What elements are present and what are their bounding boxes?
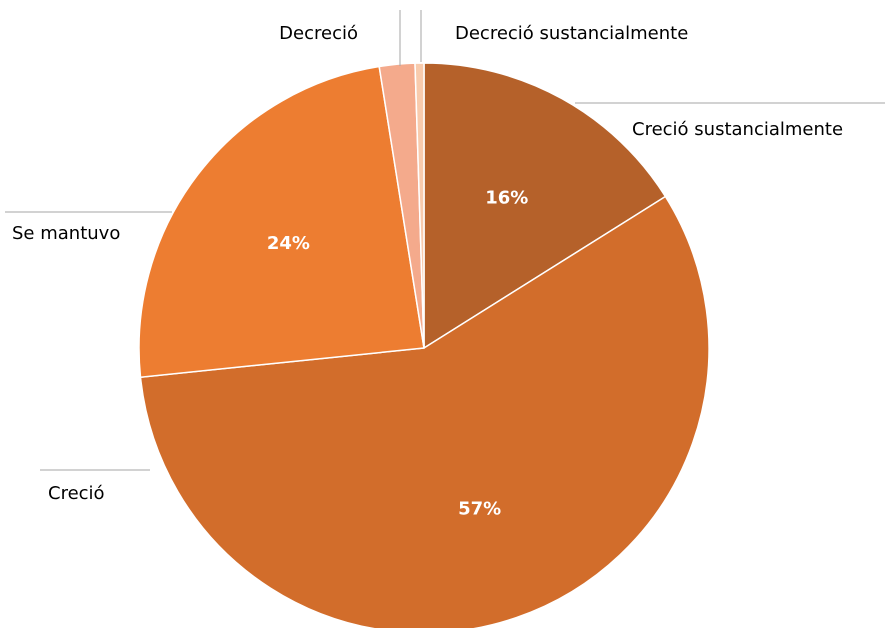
value-label: 24% [267, 233, 310, 254]
value-label: 16% [485, 187, 528, 208]
category-label: Se mantuvo [12, 223, 120, 244]
pie-slice [139, 195, 710, 628]
category-label: Creció [48, 483, 105, 504]
pie-slice [423, 62, 667, 350]
pie-slice [138, 65, 425, 379]
category-label: Decreció sustancialmente [455, 23, 688, 44]
value-label: 57% [458, 499, 501, 520]
category-label: Creció sustancialmente [632, 119, 843, 140]
pie-slice [414, 62, 425, 349]
category-label: Decreció [279, 23, 358, 44]
